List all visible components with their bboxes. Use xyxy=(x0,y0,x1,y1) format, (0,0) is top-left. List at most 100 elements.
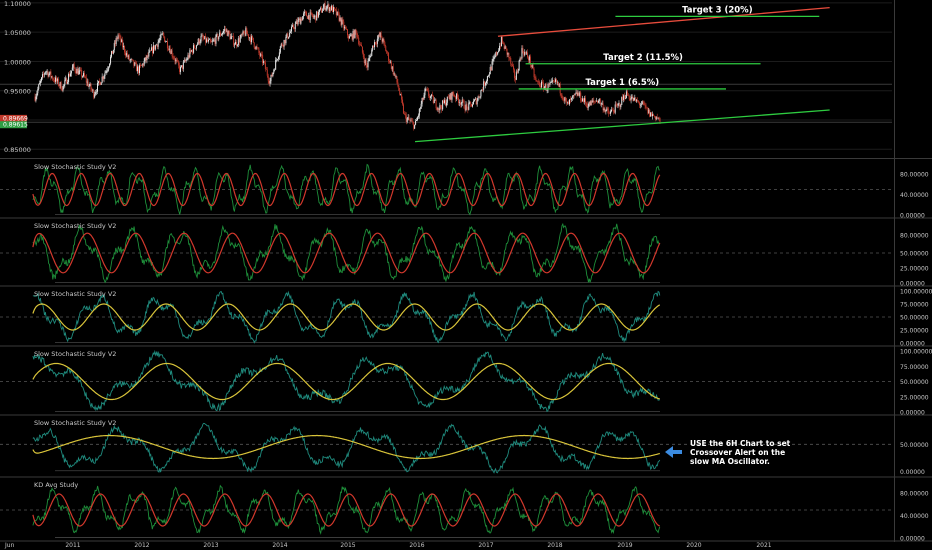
candle-body xyxy=(82,76,84,77)
candle-body xyxy=(181,65,183,69)
candle-body xyxy=(273,69,275,73)
candle-body xyxy=(257,47,259,49)
candle-body xyxy=(163,33,165,37)
candle-body xyxy=(197,38,199,44)
candle-body xyxy=(291,25,293,27)
candle-body xyxy=(305,11,307,13)
candle-body xyxy=(277,59,279,60)
candle-body xyxy=(376,38,378,44)
candle-body xyxy=(60,82,62,90)
candle-body xyxy=(311,12,313,16)
candle-body xyxy=(124,52,126,56)
x-tick-label: 2013 xyxy=(203,542,218,549)
candle-body xyxy=(414,124,416,129)
candle-body xyxy=(310,12,312,14)
candle-body xyxy=(360,44,362,46)
candle-body xyxy=(571,96,573,98)
candle-body xyxy=(658,117,660,119)
candle-body xyxy=(528,56,530,61)
candle-body xyxy=(532,65,534,69)
candle-body xyxy=(491,61,493,71)
candle-body xyxy=(193,45,195,53)
candle-body xyxy=(484,81,486,86)
candle-body xyxy=(249,37,251,43)
candle-body xyxy=(178,61,180,66)
candle-body xyxy=(115,38,117,44)
candle-body xyxy=(216,34,218,35)
candle-body xyxy=(449,93,451,100)
candle-body xyxy=(99,82,101,85)
candle-body xyxy=(453,94,455,97)
candle-body xyxy=(162,33,164,34)
candle-body xyxy=(539,82,541,87)
candle-body xyxy=(388,60,390,63)
oscillator-pane-1: Slow Stochastic Study V2 xyxy=(0,163,932,219)
candle-body xyxy=(247,33,249,35)
candle-body xyxy=(346,29,348,36)
candle-body xyxy=(448,97,450,100)
osc-tick-label: 0.00000 xyxy=(900,410,925,417)
candle-body xyxy=(152,45,154,54)
candle-body xyxy=(277,56,279,60)
candle-body xyxy=(288,36,290,39)
candle-body xyxy=(152,47,154,54)
oscillator-pane-2: Slow Stochastic Study V2 xyxy=(0,222,932,287)
candle-body xyxy=(223,28,225,31)
candle-body xyxy=(641,101,643,105)
candle-body xyxy=(520,58,522,59)
candle-body xyxy=(438,108,440,111)
candle-body xyxy=(572,94,574,97)
candle-body xyxy=(87,81,89,87)
candle-body xyxy=(523,52,525,56)
candle-body xyxy=(240,34,242,38)
candle-body xyxy=(657,117,659,119)
candle-body xyxy=(566,100,568,103)
candle-body xyxy=(323,3,325,8)
candle-body xyxy=(251,36,253,38)
candle-body xyxy=(538,81,540,83)
candle-body xyxy=(492,59,494,62)
candle-body xyxy=(527,52,529,58)
candle-body xyxy=(478,96,480,98)
candle-body xyxy=(293,28,295,29)
candle-body xyxy=(583,98,585,102)
candle-body xyxy=(191,50,193,52)
candle-body xyxy=(270,74,272,82)
candle-body xyxy=(551,80,553,83)
candle-body xyxy=(215,34,217,44)
candle-body xyxy=(168,48,170,50)
annotation-line-1: USE the 6H Chart to set xyxy=(690,439,791,448)
osc-tick-label: 0.00000 xyxy=(900,341,925,348)
candle-body xyxy=(276,59,278,61)
candle-body xyxy=(289,32,291,37)
candle-body xyxy=(629,99,631,101)
candle-body xyxy=(136,63,138,72)
candle-body xyxy=(194,45,196,49)
candle-body xyxy=(305,12,307,17)
candle-body xyxy=(58,85,60,87)
series-green xyxy=(32,163,660,216)
candle-body xyxy=(291,26,293,32)
candle-body xyxy=(650,112,652,117)
candle-body xyxy=(590,100,592,106)
candle-body xyxy=(200,36,202,42)
candle-body xyxy=(595,101,597,103)
candle-body xyxy=(263,61,265,63)
candle-body xyxy=(279,46,281,53)
candle-body xyxy=(301,18,303,21)
candle-body xyxy=(589,101,591,106)
candle-body xyxy=(382,39,384,42)
candle-body xyxy=(365,60,367,66)
osc-tick-label: 0.00000 xyxy=(900,213,925,220)
candle-body xyxy=(342,19,344,22)
candle-body xyxy=(318,11,320,17)
candle-body xyxy=(353,30,355,38)
series-yellow xyxy=(32,434,660,460)
candle-body xyxy=(485,80,487,84)
candle-body xyxy=(517,70,519,73)
candle-body xyxy=(188,55,190,58)
annotation-line-3: slow MA Oscillator. xyxy=(690,457,770,466)
candle-body xyxy=(88,85,90,87)
series-teal xyxy=(32,349,660,413)
candle-body xyxy=(514,78,516,80)
